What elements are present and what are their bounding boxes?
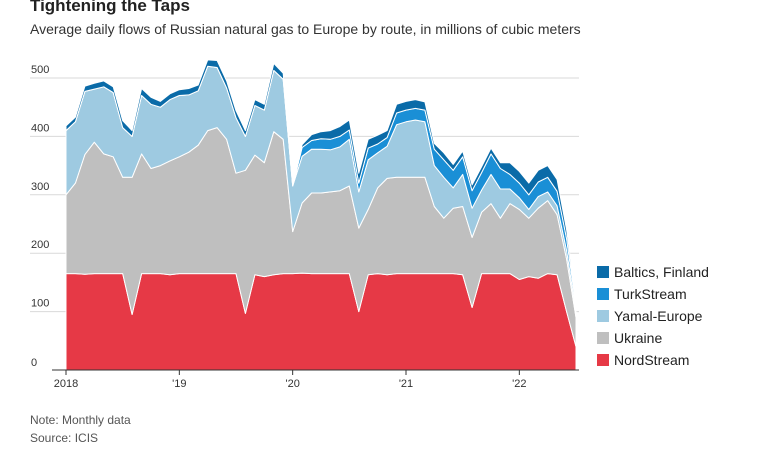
chart-title: Tightening the Taps xyxy=(30,0,190,15)
x-tick-label-4: '22 xyxy=(512,378,526,390)
axes: 2018 '19 '20 '21 '22 xyxy=(52,369,579,390)
series-areas xyxy=(65,59,577,371)
y-tick-label-100: 100 xyxy=(31,298,49,310)
legend-label-nordstream: NordStream xyxy=(614,352,689,368)
chart-source: Source: ICIS xyxy=(30,431,99,445)
legend-swatch-ukraine xyxy=(597,332,609,344)
y-tick-label-200: 200 xyxy=(31,239,49,251)
legend-label-ukraine: Ukraine xyxy=(614,330,662,346)
chart-note: Note: Monthly data xyxy=(30,413,131,427)
legend-label-yamal-europe: Yamal-Europe xyxy=(614,308,703,324)
series-area-nordstream xyxy=(65,272,577,371)
x-tick-label-2: '20 xyxy=(285,378,299,390)
y-tick-label-500: 500 xyxy=(31,64,49,76)
series-area-baltics-finland xyxy=(65,59,577,307)
y-tick-label-400: 400 xyxy=(31,122,49,134)
legend-swatch-turkstream xyxy=(597,288,609,300)
y-tick-label-0: 0 xyxy=(31,357,37,369)
legend-swatch-baltics-finland xyxy=(597,266,609,278)
legend-swatch-nordstream xyxy=(597,354,609,366)
legend-label-turkstream: TurkStream xyxy=(614,286,687,302)
y-tick-label-300: 300 xyxy=(31,181,49,193)
x-tick-label-0: 2018 xyxy=(54,378,78,390)
legend-swatch-yamal-europe xyxy=(597,310,609,322)
legend: Baltics, Finland TurkStream Yamal-Europe Uk… xyxy=(597,264,709,368)
legend-label-baltics-finland: Baltics, Finland xyxy=(614,264,709,280)
chart-subtitle: Average daily flows of Russian natural g… xyxy=(30,21,581,37)
x-tick-label-1: '19 xyxy=(172,378,186,390)
x-tick-label-3: '21 xyxy=(399,378,413,390)
